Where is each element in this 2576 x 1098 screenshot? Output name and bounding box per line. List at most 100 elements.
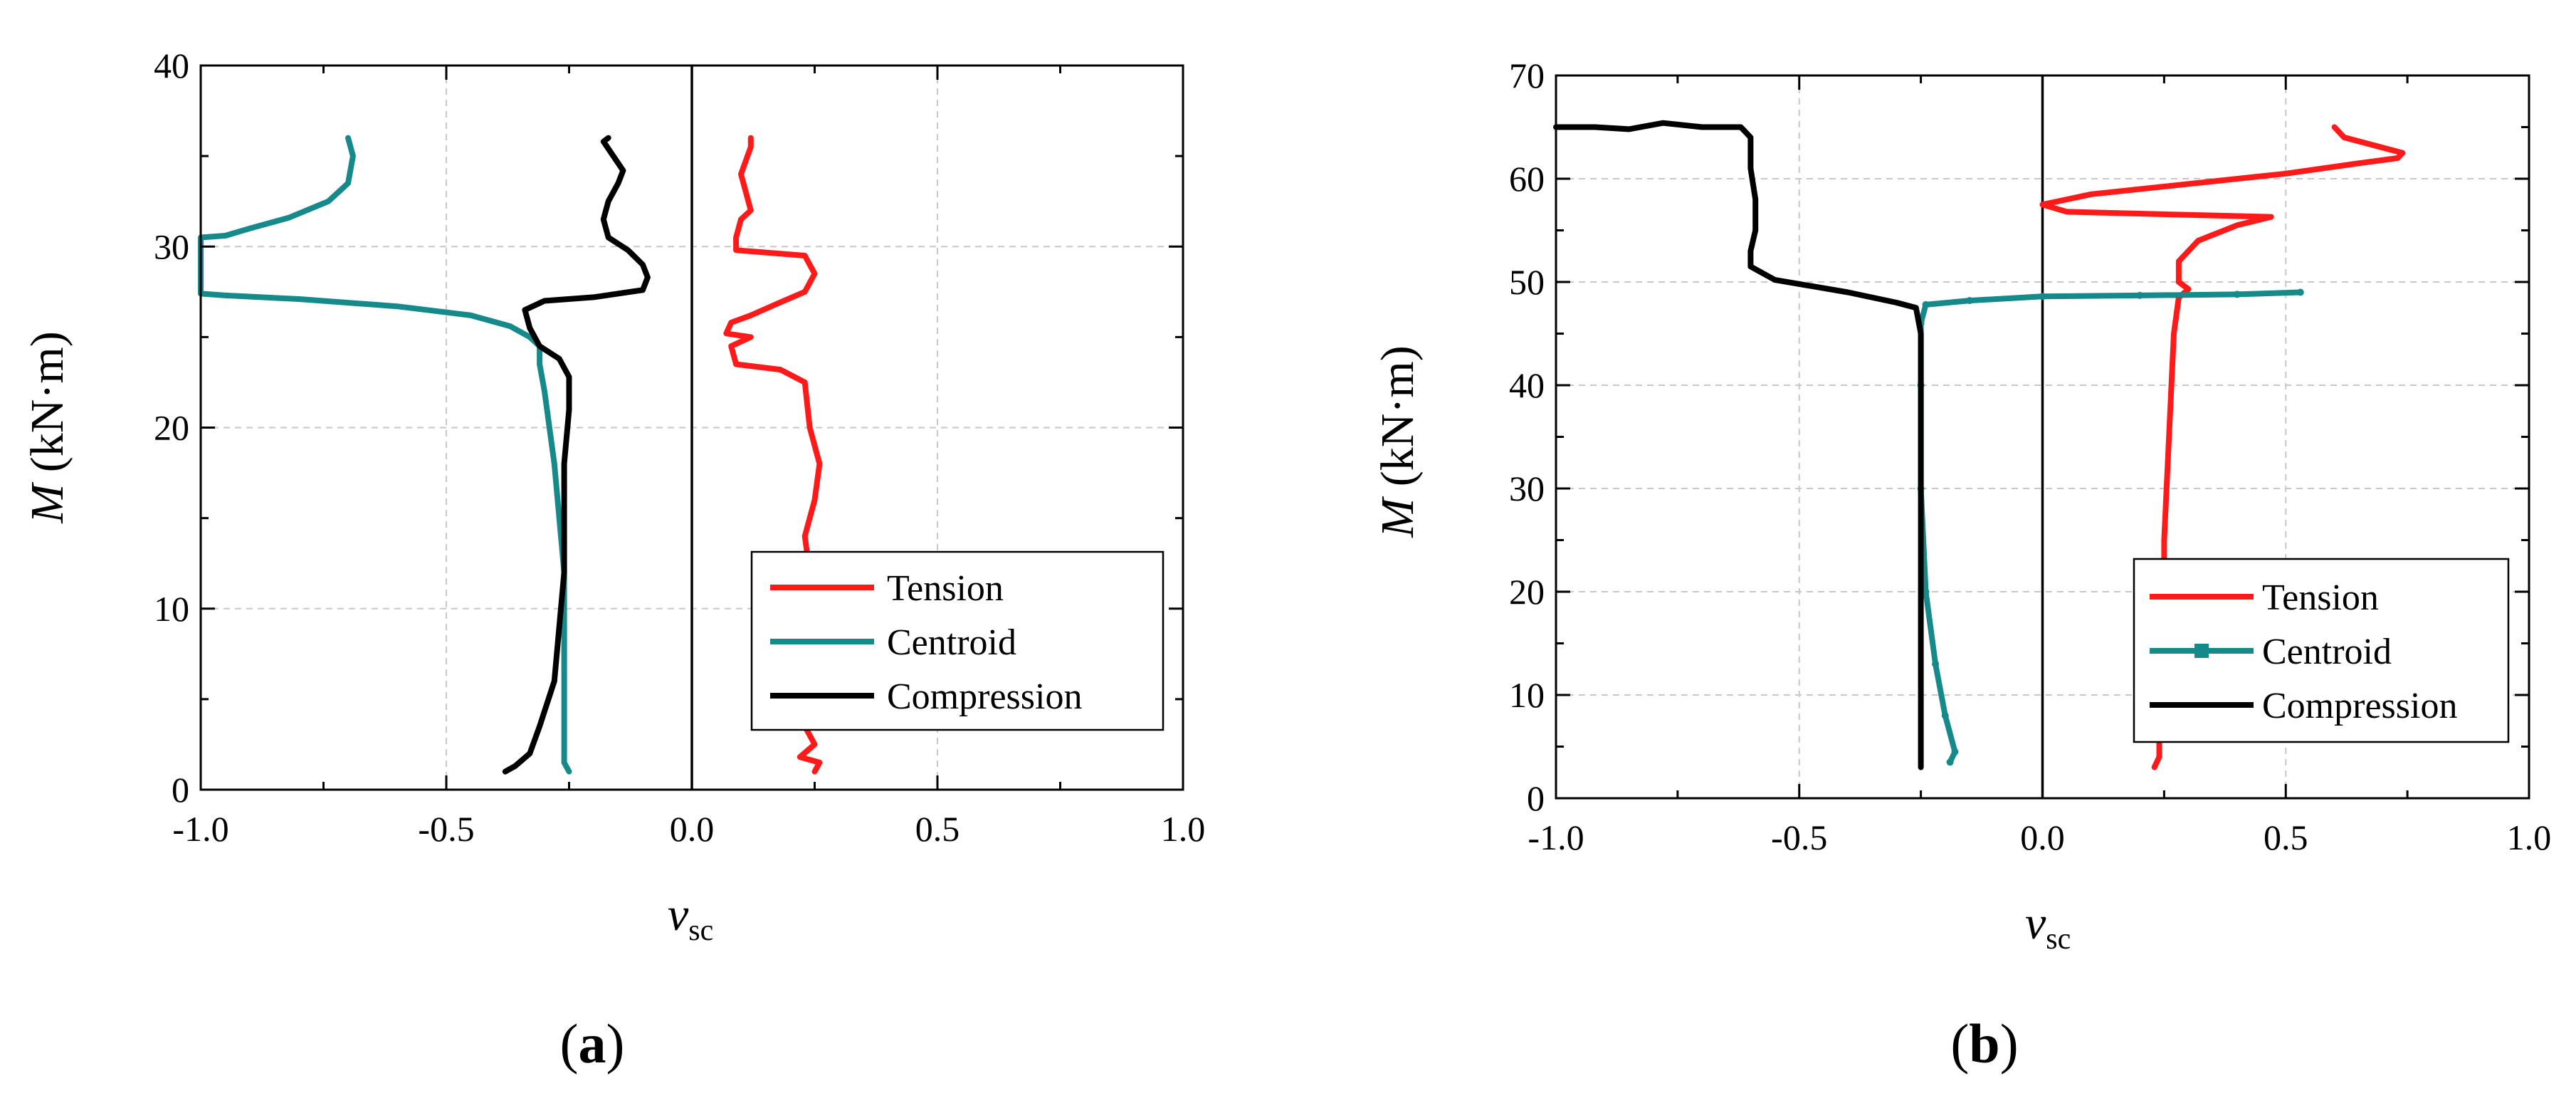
data-point-centroid-21 bbox=[247, 226, 253, 231]
data-point-tension-20 bbox=[772, 302, 778, 308]
y-tick-label-1: 10 bbox=[1509, 675, 1545, 715]
data-point-tension-16 bbox=[748, 334, 754, 340]
data-point-compression-28 bbox=[606, 135, 611, 141]
data-point-compression-8 bbox=[1893, 300, 1899, 305]
data-point-tension-10 bbox=[2176, 258, 2182, 264]
data-point-compression-9 bbox=[1845, 290, 1851, 295]
x-tick-label-3: 0.5 bbox=[915, 809, 960, 849]
data-point-compression-26 bbox=[611, 153, 616, 159]
data-point-compression-20 bbox=[1626, 126, 1631, 132]
x-axis-label-b: νsc bbox=[2025, 897, 2071, 956]
data-point-tension-29 bbox=[738, 172, 744, 177]
data-point-tension-30 bbox=[748, 144, 754, 150]
data-point-compression-10 bbox=[1772, 277, 1778, 283]
data-point-compression-11 bbox=[1747, 263, 1753, 269]
data-point-compression-3 bbox=[537, 723, 542, 729]
data-point-centroid-9 bbox=[542, 389, 547, 394]
data-point-compression-5 bbox=[1918, 382, 1924, 388]
data-point-tension-25 bbox=[2332, 125, 2338, 130]
data-point-tension-28 bbox=[743, 189, 749, 195]
x-tick-label-4: 1.0 bbox=[2507, 817, 2552, 857]
x-tick-label-3: 0.5 bbox=[2264, 817, 2308, 857]
y-tick-label-7: 70 bbox=[1509, 56, 1545, 95]
data-point-tension-3 bbox=[812, 741, 817, 747]
data-point-centroid-15 bbox=[394, 303, 400, 309]
data-point-compression-21 bbox=[606, 235, 611, 240]
data-point-tension-24 bbox=[2341, 135, 2347, 140]
data-point-compression-16 bbox=[591, 294, 596, 300]
data-point-tension-21 bbox=[802, 289, 808, 295]
series-line-compression bbox=[1553, 120, 1924, 770]
data-point-centroid-9 bbox=[1966, 297, 1973, 305]
data-point-tension-13 bbox=[2269, 214, 2274, 220]
x-tick-labels-a: -1.0 -0.5 0.0 0.5 1.0 bbox=[172, 809, 1205, 849]
data-point-centroid-8 bbox=[547, 425, 552, 430]
y-tick-label-6: 60 bbox=[1509, 159, 1545, 199]
data-point-tension-23 bbox=[802, 253, 808, 258]
data-point-centroid-25 bbox=[350, 153, 356, 159]
data-point-compression-2 bbox=[1918, 692, 1924, 698]
data-point-tension-14 bbox=[733, 362, 739, 367]
data-point-tension-17 bbox=[2088, 192, 2094, 197]
ticks-a bbox=[199, 64, 1184, 791]
data-point-compression-10 bbox=[567, 374, 572, 380]
data-point-tension-2 bbox=[797, 754, 803, 760]
data-point-compression-0 bbox=[503, 769, 508, 775]
data-point-compression-3 bbox=[1918, 589, 1924, 595]
data-point-compression-9 bbox=[567, 407, 572, 412]
data-point-compression-0 bbox=[1918, 765, 1924, 770]
data-point-centroid-14 bbox=[468, 313, 473, 318]
data-point-compression-1 bbox=[512, 763, 518, 769]
data-point-centroid-13 bbox=[2296, 288, 2304, 296]
data-point-compression-12 bbox=[537, 343, 542, 349]
data-point-compression-7 bbox=[562, 516, 567, 521]
data-point-centroid-12 bbox=[2233, 291, 2241, 298]
legend-b: Tension Centroid Compression bbox=[2133, 558, 2510, 743]
data-point-centroid-13 bbox=[508, 323, 513, 329]
data-point-compression-4 bbox=[1918, 486, 1924, 491]
data-point-centroid-11 bbox=[2136, 291, 2144, 299]
data-point-compression-2 bbox=[527, 751, 532, 756]
data-point-tension-8 bbox=[2186, 286, 2192, 292]
chart-a: -1.0 -0.5 0.0 0.5 1.0 0 10 20 30 40 M (kN·m) νsc… bbox=[21, 46, 1205, 1075]
x-tick-labels-b: -1.0 -0.5 0.0 0.5 1.0 bbox=[1528, 817, 2551, 857]
data-point-compression-11 bbox=[557, 356, 562, 362]
panel-label-a: (a) bbox=[560, 1013, 625, 1075]
legend-marker-centroid-b bbox=[2194, 644, 2209, 658]
data-point-centroid-2 bbox=[1941, 712, 1949, 719]
data-point-compression-18 bbox=[645, 275, 651, 280]
y-tick-label-2: 20 bbox=[1509, 572, 1545, 612]
data-point-tension-1 bbox=[2157, 754, 2162, 760]
data-point-compression-14 bbox=[1752, 197, 1758, 202]
data-point-tension-13 bbox=[777, 367, 783, 372]
legend-label-centroid-a: Centroid bbox=[887, 622, 1016, 663]
x-tick-label-2: 0.0 bbox=[670, 809, 715, 849]
data-point-tension-23 bbox=[2380, 145, 2386, 150]
data-point-compression-21 bbox=[1592, 125, 1598, 130]
data-point-compression-6 bbox=[1918, 331, 1924, 336]
data-point-centroid-24 bbox=[345, 180, 351, 186]
data-point-compression-20 bbox=[625, 247, 631, 253]
series-line-centroid bbox=[198, 135, 572, 775]
data-point-compression-17 bbox=[1738, 125, 1744, 130]
data-point-compression-1 bbox=[1918, 744, 1924, 749]
series-line-compression bbox=[502, 135, 651, 775]
data-point-tension-22 bbox=[2399, 150, 2405, 156]
y-tick-label-3: 30 bbox=[1509, 469, 1545, 508]
x-tick-label-0: -1.0 bbox=[172, 809, 228, 849]
data-point-tension-8 bbox=[802, 533, 808, 539]
data-point-tension-21 bbox=[2395, 155, 2400, 161]
data-point-centroid-0 bbox=[1946, 758, 1954, 766]
panel-label-b: (b) bbox=[1950, 1013, 2018, 1075]
data-point-centroid-7 bbox=[552, 461, 557, 466]
data-point-compression-8 bbox=[562, 461, 567, 466]
data-point-tension-31 bbox=[748, 135, 754, 141]
data-point-tension-15 bbox=[2064, 209, 2070, 214]
y-axis-label-b: M (kN·m) bbox=[1372, 345, 1424, 538]
legend-label-tension-b: Tension bbox=[2262, 577, 2379, 618]
data-point-centroid-1 bbox=[1951, 748, 1959, 755]
data-point-tension-24 bbox=[733, 247, 739, 253]
data-point-tension-18 bbox=[728, 320, 734, 325]
data-point-centroid-4 bbox=[562, 624, 567, 629]
data-point-centroid-6 bbox=[557, 516, 562, 521]
